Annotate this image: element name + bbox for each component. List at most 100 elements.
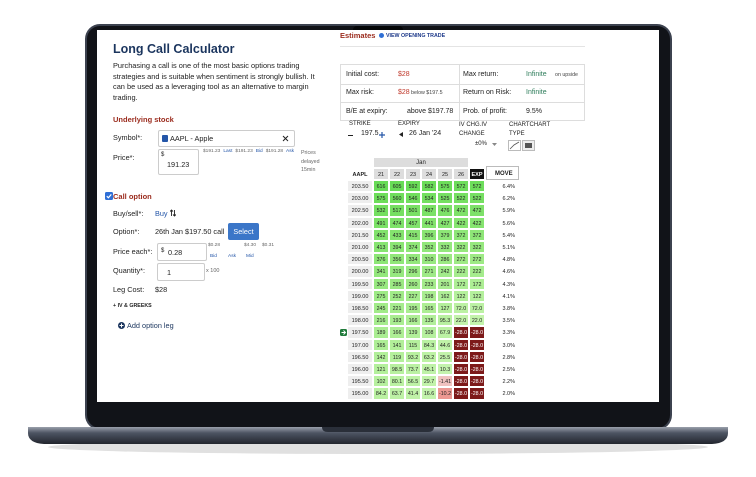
heat-cell: 44.6 — [437, 338, 453, 351]
heat-cell: 108 — [421, 326, 437, 339]
heat-cell: 22.0 — [469, 314, 485, 327]
heat-cell: -28.0 — [469, 375, 485, 388]
quantity-input[interactable]: 1 — [157, 263, 205, 281]
heat-cell: 122 — [453, 289, 469, 302]
symbol-input[interactable]: AAPL - Apple — [158, 130, 295, 147]
heat-cell: 394 — [389, 241, 405, 254]
move-cell: 2.8% — [486, 350, 519, 363]
heat-cell: -28.0 — [453, 350, 469, 363]
row-price: 201.50 — [347, 228, 373, 241]
prev-icon[interactable] — [399, 132, 403, 137]
quote-label: Bid — [255, 149, 263, 154]
heat-cell: 56.5 — [405, 375, 421, 388]
heat-cell: 356 — [389, 253, 405, 266]
heat-cell: 272 — [453, 253, 469, 266]
heat-cell: 307 — [373, 277, 389, 290]
row-price: 197.50 — [347, 326, 373, 339]
leg-cost-label: Leg Cost: — [113, 285, 145, 294]
heat-cell: 22.0 — [453, 314, 469, 327]
heat-cell: 441 — [421, 216, 437, 229]
heat-cell: -28.0 — [453, 363, 469, 376]
select-button[interactable]: Select — [228, 223, 259, 240]
heat-cell: 334 — [405, 253, 421, 266]
heat-cell: 271 — [421, 265, 437, 278]
plus-icon[interactable] — [379, 132, 385, 138]
heat-cell: 374 — [405, 241, 421, 254]
divider — [340, 46, 585, 47]
heat-cell: 102 — [373, 375, 389, 388]
move-header: MOVE — [486, 166, 519, 180]
move-cell: 3.0% — [486, 338, 519, 351]
heat-cell: 605 — [389, 180, 405, 193]
heat-cell: 252 — [389, 289, 405, 302]
move-cell: 2.0% — [486, 387, 519, 400]
heat-cell: 546 — [405, 192, 421, 205]
quote-label: Ask — [286, 149, 295, 154]
quote-label: Last — [223, 149, 233, 154]
iv-value[interactable]: ±0% — [475, 141, 487, 147]
price-each-value: 0.28 — [168, 248, 183, 257]
move-cell: 5.4% — [486, 228, 519, 241]
clear-icon[interactable] — [282, 135, 289, 142]
heat-cell: 534 — [421, 192, 437, 205]
minus-icon[interactable] — [348, 134, 353, 137]
heat-cell: 322 — [469, 241, 485, 254]
heat-cell: 472 — [453, 204, 469, 217]
greeks-toggle[interactable]: + IV & GREEKS — [113, 303, 152, 309]
summary-label: Prob. of profit: — [463, 107, 507, 115]
heat-cell: 166 — [389, 326, 405, 339]
heat-cell: 296 — [405, 265, 421, 278]
heat-cell: 341 — [373, 265, 389, 278]
heat-cell: 572 — [469, 180, 485, 193]
move-cell: 5.9% — [486, 204, 519, 217]
checkbox[interactable] — [105, 192, 113, 200]
heat-cell: -28.0 — [469, 326, 485, 339]
view-trade[interactable]: VIEW OPENING TRADE — [386, 33, 446, 39]
strike-marker — [340, 329, 347, 336]
price-input[interactable]: $ 191.23 — [158, 149, 199, 175]
heat-cell: 162 — [437, 289, 453, 302]
heat-cell: 193 — [389, 314, 405, 327]
move-cell: 4.3% — [486, 277, 519, 290]
chart-type-icons[interactable] — [508, 140, 536, 151]
add-leg[interactable]: Add option leg — [127, 321, 174, 330]
heat-cell: 592 — [405, 180, 421, 193]
heat-cell: -28.0 — [469, 363, 485, 376]
price-each-input[interactable]: $ 0.28 — [157, 243, 207, 261]
heat-cell: 491 — [373, 216, 389, 229]
heat-cell: 575 — [373, 192, 389, 205]
heat-cell: 517 — [389, 204, 405, 217]
heat-cell: 216 — [373, 314, 389, 327]
heat-cell: 242 — [437, 265, 453, 278]
heat-cell: 63.7 — [389, 387, 405, 400]
dropdown-icon[interactable] — [492, 143, 497, 146]
row-price: 198.50 — [347, 302, 373, 315]
move-cell: 3.5% — [486, 314, 519, 327]
heat-cell: 227 — [405, 289, 421, 302]
row-price: 198.00 — [347, 314, 373, 327]
heat-cell: 221 — [389, 302, 405, 315]
move-cell: 4.8% — [486, 253, 519, 266]
heat-cell: -28.0 — [469, 387, 485, 400]
summary-value: Infinite — [526, 70, 547, 78]
row-price: 199.00 — [347, 289, 373, 302]
summary-value: 9.5% — [526, 107, 542, 115]
heat-cell: -28.0 — [453, 338, 469, 351]
price-value: 191.23 — [167, 160, 190, 169]
move-cell: 2.2% — [486, 375, 519, 388]
currency: $ — [161, 248, 165, 254]
heat-cell: 135 — [421, 314, 437, 327]
section-heading: Call option — [113, 192, 152, 201]
swap-icon[interactable] — [170, 209, 176, 217]
summary-value: $28 — [398, 70, 410, 78]
heat-cell: 72.0 — [453, 302, 469, 315]
quote-price: $191.23 — [235, 149, 253, 154]
heat-cell: 422 — [469, 216, 485, 229]
buy-sell-value[interactable]: Buy — [155, 209, 168, 218]
heat-cell: 198 — [421, 289, 437, 302]
heat-cell: 189 — [373, 326, 389, 339]
row-price: 197.00 — [347, 338, 373, 351]
heat-cell: 452 — [373, 228, 389, 241]
heat-cell: 16.6 — [421, 387, 437, 400]
add-icon[interactable] — [118, 322, 125, 329]
